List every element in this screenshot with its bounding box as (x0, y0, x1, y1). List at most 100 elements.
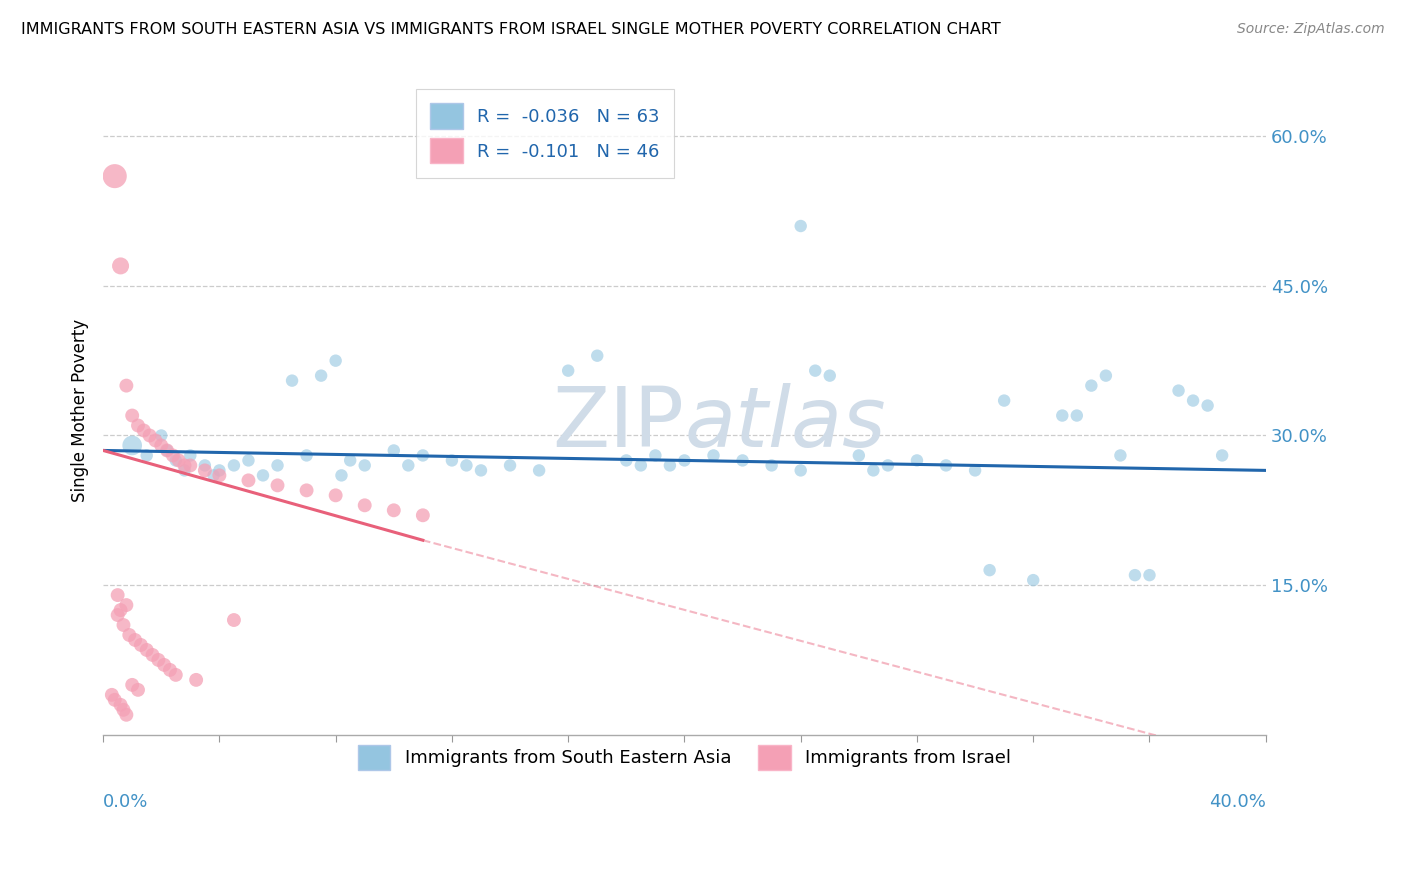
Y-axis label: Single Mother Poverty: Single Mother Poverty (72, 319, 89, 502)
Point (135, 449, 157, 463)
Point (110, 603, 132, 617)
Point (1095, 368, 1118, 383)
Point (179, 458, 201, 473)
Point (110, 698, 132, 712)
Point (167, 453, 190, 467)
Point (382, 443, 405, 458)
Point (148, 653, 170, 667)
Point (107, 588, 129, 602)
Point (112, 703, 135, 717)
Point (101, 688, 124, 702)
Point (761, 458, 783, 473)
Point (112, 618, 135, 632)
Point (557, 364, 579, 378)
Point (141, 648, 163, 662)
Point (614, 453, 637, 467)
Point (132, 424, 155, 438)
Point (238, 453, 260, 467)
Point (124, 632, 146, 647)
Point (979, 563, 1001, 577)
Point (965, 463, 987, 477)
Point (153, 657, 176, 672)
Point (325, 488, 347, 502)
Point (440, 453, 463, 467)
Point (353, 498, 375, 512)
Point (165, 668, 187, 682)
Point (173, 463, 195, 477)
Point (165, 453, 187, 467)
Point (186, 673, 208, 687)
Point (129, 638, 152, 652)
Point (1052, 409, 1074, 423)
Point (673, 453, 696, 467)
Point (135, 643, 157, 657)
Point (630, 458, 652, 473)
Point (202, 468, 225, 483)
Point (266, 458, 288, 473)
Point (104, 169, 127, 183)
Point (194, 458, 217, 473)
Point (127, 682, 149, 697)
Point (1139, 568, 1161, 582)
Point (470, 463, 492, 477)
Point (862, 463, 884, 477)
Point (150, 428, 173, 442)
Text: 0.0%: 0.0% (103, 793, 149, 811)
Point (325, 353, 347, 368)
Point (150, 438, 173, 452)
Text: Source: ZipAtlas.com: Source: ZipAtlas.com (1237, 22, 1385, 37)
Point (222, 613, 245, 627)
Point (138, 428, 160, 442)
Point (127, 418, 149, 433)
Point (330, 468, 353, 483)
Point (1197, 399, 1219, 413)
Point (527, 463, 550, 477)
Point (121, 678, 143, 692)
Point (115, 707, 138, 722)
Point (731, 453, 754, 467)
Point (993, 393, 1015, 408)
Text: atlas: atlas (685, 383, 886, 464)
Point (115, 598, 138, 612)
Point (412, 449, 434, 463)
Point (789, 463, 811, 477)
Point (644, 449, 666, 463)
Point (789, 219, 811, 233)
Point (145, 434, 167, 448)
Point (222, 458, 245, 473)
Point (818, 368, 841, 383)
Point (208, 468, 231, 483)
Point (118, 628, 141, 642)
Point (848, 449, 870, 463)
Point (396, 458, 419, 473)
Point (1066, 409, 1088, 423)
Point (173, 458, 195, 473)
Point (121, 409, 143, 423)
Point (252, 468, 274, 483)
Point (194, 463, 217, 477)
Point (905, 453, 928, 467)
Point (107, 608, 129, 623)
Point (1167, 384, 1189, 398)
Point (309, 368, 332, 383)
Point (1211, 449, 1233, 463)
Point (1123, 568, 1146, 582)
Point (104, 693, 127, 707)
Point (456, 458, 478, 473)
Point (339, 453, 361, 467)
Point (208, 463, 231, 477)
Point (295, 483, 318, 498)
Point (266, 478, 288, 492)
Point (382, 503, 405, 517)
Point (935, 458, 957, 473)
Point (156, 443, 179, 458)
Text: 40.0%: 40.0% (1209, 793, 1265, 811)
Point (110, 259, 132, 273)
Point (353, 458, 375, 473)
Point (162, 449, 184, 463)
Legend: Immigrants from South Eastern Asia, Immigrants from Israel: Immigrants from South Eastern Asia, Immi… (350, 738, 1018, 778)
Point (179, 449, 201, 463)
Point (1109, 449, 1132, 463)
Point (1080, 378, 1102, 392)
Text: ZIP: ZIP (553, 383, 685, 464)
